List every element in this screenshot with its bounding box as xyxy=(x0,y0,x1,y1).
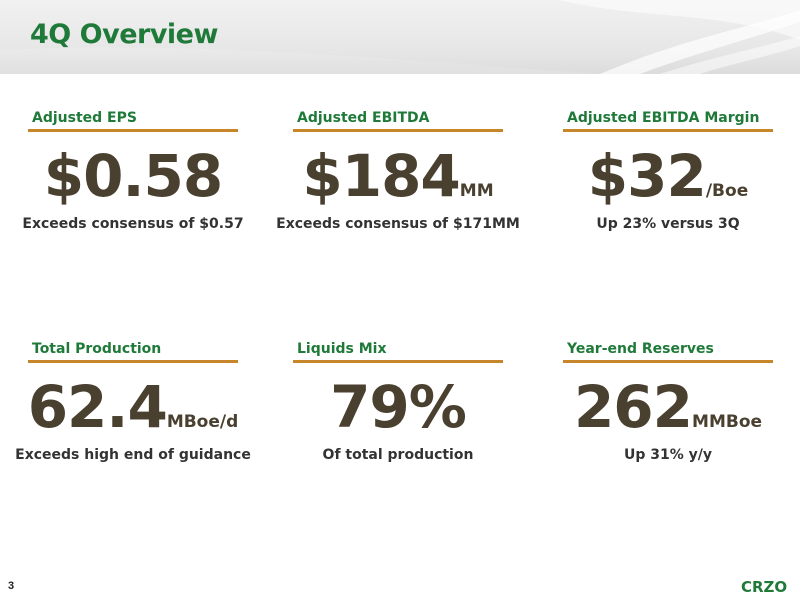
metric-description: Exceeds high end of guidance xyxy=(15,447,251,463)
metric-description: Exceeds consensus of $171MM xyxy=(276,216,520,232)
metric-label: Liquids Mix xyxy=(293,341,503,363)
metric-value: 79% xyxy=(263,375,533,439)
metric-value-number: $0.58 xyxy=(43,142,223,210)
metric-label: Adjusted EBITDA xyxy=(293,110,503,132)
metric-label: Year-end Reserves xyxy=(563,341,773,363)
metric-value-unit: MBoe/d xyxy=(166,412,239,432)
metric-value-number: 79% xyxy=(330,373,467,441)
metric-value-unit: /Boe xyxy=(705,181,749,201)
metric-value: $184MM xyxy=(263,144,533,208)
slide-title: 4Q Overview xyxy=(30,19,218,50)
metric-value-unit: MM xyxy=(459,181,494,201)
page-number: 3 xyxy=(8,580,15,592)
metric-year-end-reserves: Year-end Reserves 262MMBoe Up 31% y/y xyxy=(563,341,800,463)
metric-adjusted-eps: Adjusted EPS $0.58 Exceeds consensus of … xyxy=(22,110,268,232)
metric-value-number: 262 xyxy=(573,373,693,441)
header-swoosh-decoration xyxy=(0,0,800,74)
metric-value-unit: MMBoe xyxy=(692,412,763,432)
metric-adjusted-ebitda: Adjusted EBITDA $184MM Exceeds consensus… xyxy=(276,110,533,232)
slide-header: 4Q Overview xyxy=(0,0,800,74)
metric-adjusted-ebitda-margin: Adjusted EBITDA Margin $32/Boe Up 23% ve… xyxy=(563,110,800,232)
metric-description: Up 31% y/y xyxy=(623,447,712,463)
company-logo: CRZO xyxy=(741,578,788,596)
metric-value: 262MMBoe xyxy=(533,375,800,439)
metric-label: Adjusted EBITDA Margin xyxy=(563,110,773,132)
metric-value: $32/Boe xyxy=(533,144,800,208)
metric-description: Up 23% versus 3Q xyxy=(596,216,740,232)
metric-value: $0.58 xyxy=(0,144,268,208)
metric-liquids-mix: Liquids Mix 79% Of total production xyxy=(293,341,533,463)
metric-label: Total Production xyxy=(28,341,238,363)
metric-value-number: $32 xyxy=(587,142,707,210)
metric-value: 62.4MBoe/d xyxy=(0,375,268,439)
metric-label: Adjusted EPS xyxy=(28,110,238,132)
metric-total-production: Total Production 62.4MBoe/d Exceeds high… xyxy=(15,341,268,463)
metric-value-number: 62.4 xyxy=(27,373,168,441)
metric-value-number: $184 xyxy=(302,142,460,210)
metric-description: Of total production xyxy=(322,447,474,463)
metric-description: Exceeds consensus of $0.57 xyxy=(22,216,244,232)
